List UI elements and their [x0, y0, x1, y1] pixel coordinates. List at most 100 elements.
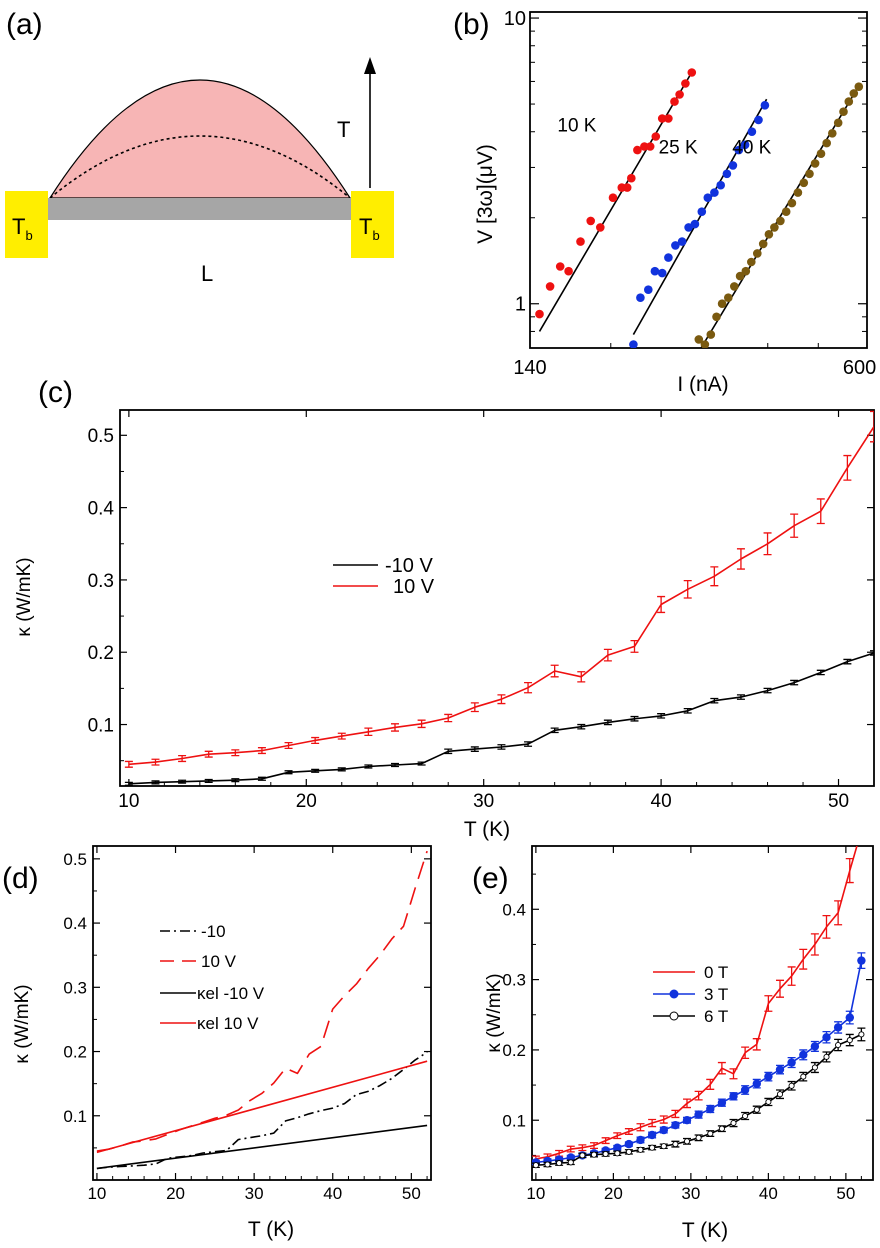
panel-b-annotation-10-k: 10 K [557, 116, 596, 137]
panel-b-point-10-k [576, 237, 585, 246]
panel-b-point-25-k [760, 101, 770, 110]
panel-b-iv-chart: (b) V [3ω](μV) I (nA) 1 10 140 600 10 K 25 K 4… [453, 8, 876, 396]
panel-e-point-3-t [706, 1104, 715, 1114]
panel-b-point-10-k [627, 173, 636, 183]
panel-b-point-40-k [706, 330, 716, 339]
panel-c-errorbar-10-v [151, 758, 160, 766]
panel-b-point-10-k [608, 193, 618, 202]
panel-e-errorbar-0-t [741, 1046, 750, 1059]
panel-c-errorbar-minus-10-v [524, 741, 533, 747]
panel-c-errorbar-10-v [337, 732, 346, 740]
panel-e-point-3-t [822, 1033, 831, 1042]
panel-b-annotation-40-k: 40 K [732, 138, 771, 159]
panel-e-errorbar-0-t [822, 914, 831, 939]
panel-e-point-6-t [811, 1064, 818, 1071]
panel-c-xtick-label: 10 [118, 791, 139, 812]
panel-c-errorbar-10-v [311, 736, 320, 744]
panel-e-errorbar-0-t [717, 1061, 726, 1075]
legend-label-10v: 10 V [201, 952, 237, 971]
panel-e-point-6-t [532, 1162, 539, 1169]
panel-e-point-3-t [752, 1079, 761, 1088]
panel-d-ytick-label: 0.3 [63, 978, 87, 997]
panel-c-errorbar-10-v [843, 454, 852, 481]
panel-c-errorbar-10-v [231, 749, 240, 757]
temperature-label: T [337, 117, 350, 142]
panel-e-point-3-t [659, 1125, 668, 1135]
panel-c-ytick-label: 0.2 [88, 643, 114, 664]
panel-b-point-25-k [690, 219, 700, 229]
panel-b-xlabel: I (nA) [677, 373, 728, 396]
panel-b-point-40-k [839, 107, 848, 116]
panel-b-point-40-k [799, 178, 809, 188]
panel-b-point-25-k [671, 241, 680, 250]
panel-b-label: (b) [453, 8, 490, 41]
panel-b-ylabel: V [3ω](μV) [474, 144, 497, 244]
panel-e-point-3-t [647, 1130, 657, 1140]
panel-e-series-3-t [535, 960, 863, 1164]
legend-label-kappa-el-minus-10v: κel -10 V [197, 984, 265, 1003]
panel-e-point-6-t [672, 1141, 679, 1148]
panel-c-errorbar-10-v [124, 760, 133, 768]
panel-a-schematic: (a) Tb Tb T L [5, 8, 394, 286]
panel-e-point-6-t [660, 1143, 667, 1150]
thermal-block-right [351, 191, 394, 258]
panel-b-point-25-k [677, 237, 687, 246]
panel-e-point-6-t [614, 1150, 621, 1157]
panel-b-point-40-k [849, 89, 859, 98]
panel-b-point-10-k [670, 97, 679, 106]
panel-e-errorbar-0-t [624, 1128, 633, 1135]
panel-d-xtick-label: 30 [245, 1184, 264, 1203]
panel-e-point-6-t [590, 1151, 598, 1158]
panel-c-errorbar-minus-10-v [816, 669, 825, 676]
panel-e-point-6-t [556, 1160, 563, 1167]
panel-e-point-6-t [544, 1161, 551, 1168]
panel-e-point-6-t [695, 1134, 702, 1141]
panel-b-xtick-label: 600 [843, 357, 876, 379]
panel-e-xlabel: T (K) [682, 1219, 728, 1242]
panel-b-point-25-k [716, 180, 725, 190]
sample-bar [46, 198, 354, 220]
thermal-block-left [5, 191, 48, 258]
panel-e-point-6-t [846, 1037, 853, 1044]
panel-c-ytick-label: 0.1 [88, 715, 114, 736]
panel-c-kappa-chart: (c) κ (W/mK) T (K) -10 V 10 V 10 20 30 40 50… [14, 376, 875, 841]
panel-e-errorbar-0-t [787, 966, 796, 986]
panel-c-errorbar-10-v [603, 648, 612, 662]
panel-e-legend: 0 T 3 T 6 T [653, 963, 728, 1026]
panel-b-point-40-k [805, 169, 814, 179]
panel-c-errorbar-minus-10-v [550, 727, 559, 734]
panel-e-errorbar-0-t [590, 1142, 598, 1150]
panel-b-point-10-k [645, 142, 655, 151]
panel-e-errorbar-0-t [764, 995, 773, 1012]
panel-e-point-6-t [788, 1082, 795, 1089]
panel-d-xtick-label: 20 [166, 1184, 185, 1203]
panel-c-errorbar-minus-10-v [870, 650, 874, 656]
panel-b-point-10-k [681, 79, 690, 88]
legend-label-minus-10v: -10 V [385, 555, 433, 577]
legend-label-6t: 6 T [704, 1007, 728, 1026]
panel-c-errorbar-minus-10-v [444, 748, 453, 755]
panel-e-errorbar-0-t [752, 1038, 761, 1051]
panel-d-xtick-label: 40 [323, 1184, 342, 1203]
panel-c-errorbar-10-v [816, 498, 825, 525]
panel-c-errorbar-10-v [497, 694, 506, 705]
panel-d-frame [92, 845, 432, 1181]
panel-e-xtick-label: 20 [604, 1184, 623, 1203]
panel-d-kappa-el-chart: (d) κ (W/mK) T (K) -10 10 V κel -10 V κe… [2, 845, 432, 1241]
panel-e-ytick-label: 0.3 [502, 971, 526, 990]
panel-b-point-10-k [657, 114, 667, 123]
panel-c-errorbar-minus-10-v [311, 768, 320, 773]
panel-c-ytick-label: 0.3 [88, 571, 114, 592]
panel-c-errorbar-10-v [417, 719, 426, 729]
panel-b-point-25-k [722, 169, 732, 179]
panel-b-point-25-k [636, 293, 645, 303]
panel-c-errorbar-minus-10-v [843, 658, 852, 665]
panel-c-errorbar-minus-10-v [470, 746, 479, 752]
panel-e-point-3-t [729, 1092, 738, 1101]
panel-e-errorbar-0-t [845, 858, 854, 884]
panel-d-ytick-label: 0.4 [63, 914, 87, 933]
panel-e-errorbar-0-t [776, 979, 784, 998]
panel-b-point-40-k [735, 271, 745, 281]
panel-e-point-3-t [694, 1110, 703, 1119]
panel-a-label: (a) [6, 8, 43, 41]
